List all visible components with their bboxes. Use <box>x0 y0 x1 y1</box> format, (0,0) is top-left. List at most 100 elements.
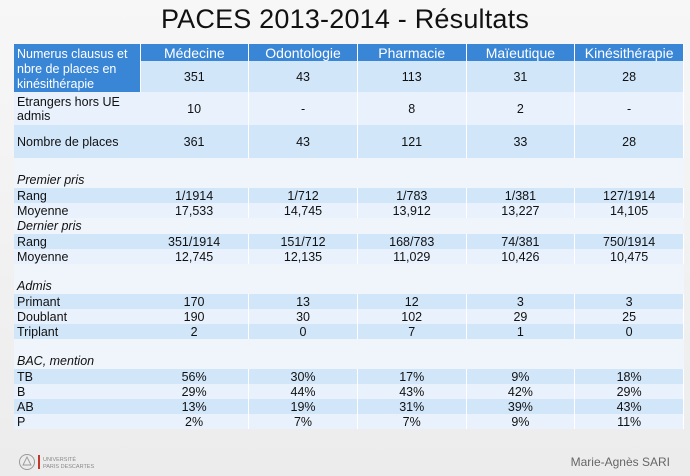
table-row: Triplant 2 0 7 1 0 <box>14 324 684 339</box>
cell: 7% <box>248 414 358 429</box>
numerus-clausus-label: Numerus clausus et nbre de places en kin… <box>14 44 141 92</box>
cell: 29 <box>466 309 576 324</box>
cell: - <box>574 92 684 125</box>
cell: 12,745 <box>140 249 250 264</box>
cell: 31% <box>357 399 467 414</box>
cell: 3 <box>574 294 684 309</box>
cell: 11% <box>574 414 684 429</box>
cell: 8 <box>357 92 467 125</box>
row-label-places: Nombre de places <box>14 125 140 158</box>
cell: 43 <box>248 125 358 158</box>
numerus-value: 43 <box>248 61 358 92</box>
cell: 2% <box>140 414 250 429</box>
university-logo: UNIVERSITÉ PARIS DESCARTES <box>19 454 94 470</box>
row-label-p: P <box>14 414 140 429</box>
cell: 28 <box>574 125 684 158</box>
row-label-triplant: Triplant <box>14 324 140 339</box>
cell: 10 <box>140 92 250 125</box>
row-label-rang: Rang <box>14 234 140 249</box>
spacer <box>14 264 684 278</box>
cell: 168/783 <box>357 234 467 249</box>
results-table: Numerus clausus et nbre de places en kin… <box>14 44 684 429</box>
cell: 17% <box>357 369 467 384</box>
cell: 56% <box>140 369 250 384</box>
numerus-value: 351 <box>140 61 250 92</box>
logo-bar-icon <box>38 455 40 469</box>
table-row: B 29% 44% 43% 42% 29% <box>14 384 684 399</box>
section-title-dernier: Dernier pris <box>14 218 684 234</box>
cell: 170 <box>140 294 250 309</box>
cell: 14,745 <box>248 203 358 218</box>
cell: 13% <box>140 399 250 414</box>
cell: 9% <box>466 414 576 429</box>
row-label-b: B <box>14 384 140 399</box>
cell: 29% <box>574 384 684 399</box>
cell: 11,029 <box>357 249 467 264</box>
cell: 151/712 <box>248 234 358 249</box>
cell: 12 <box>357 294 467 309</box>
cell: 14,105 <box>574 203 684 218</box>
logo-seal-icon <box>19 454 35 470</box>
row-label-moyenne: Moyenne <box>14 203 140 218</box>
cell: 33 <box>466 125 576 158</box>
cell: 42% <box>466 384 576 399</box>
cell: 29% <box>140 384 250 399</box>
row-label-rang: Rang <box>14 188 140 203</box>
cell: 351/1914 <box>140 234 250 249</box>
row-label-doublant: Doublant <box>14 309 140 324</box>
section-title-bac: BAC, mention <box>14 353 684 369</box>
cell: 12,135 <box>248 249 358 264</box>
numerus-value: 28 <box>574 61 684 92</box>
table-row: TB 56% 30% 17% 9% 18% <box>14 369 684 384</box>
author-name: Marie-Agnès SARI <box>570 455 670 469</box>
cell: 1 <box>466 324 576 339</box>
cell: 7 <box>357 324 467 339</box>
logo-mark-icon <box>22 455 32 466</box>
row-label-primant: Primant <box>14 294 140 309</box>
cell: 43% <box>574 399 684 414</box>
cell: 39% <box>466 399 576 414</box>
row-label-etrangers: Etrangers hors UE admis <box>14 92 140 125</box>
cell: 361 <box>140 125 250 158</box>
column-header-pharmacie: Pharmacie <box>357 44 467 62</box>
cell: 18% <box>574 369 684 384</box>
cell: 7% <box>357 414 467 429</box>
cell: 3 <box>466 294 576 309</box>
cell: 19% <box>248 399 358 414</box>
cell: 1/712 <box>248 188 358 203</box>
logo-text-line1: UNIVERSITÉ <box>43 456 76 463</box>
table-row: Moyenne 12,745 12,135 11,029 10,426 10,4… <box>14 249 684 264</box>
spacer <box>14 158 684 172</box>
table-row: Rang 1/1914 1/712 1/783 1/381 127/1914 <box>14 188 684 203</box>
cell: 127/1914 <box>574 188 684 203</box>
cell: 0 <box>574 324 684 339</box>
numerus-value: 113 <box>357 61 467 92</box>
cell: 2 <box>140 324 250 339</box>
cell: 1/381 <box>466 188 576 203</box>
cell: 102 <box>357 309 467 324</box>
cell: 750/1914 <box>574 234 684 249</box>
spacer <box>14 339 684 353</box>
cell: 30 <box>248 309 358 324</box>
cell: 10,426 <box>466 249 576 264</box>
cell: 190 <box>140 309 250 324</box>
cell: 1/783 <box>357 188 467 203</box>
cell: 44% <box>248 384 358 399</box>
section-title-admis: Admis <box>14 278 684 294</box>
cell: 13,912 <box>357 203 467 218</box>
cell: 74/381 <box>466 234 576 249</box>
table-row: Etrangers hors UE admis 10 - 8 2 - <box>14 92 684 125</box>
section-title-premier: Premier pris <box>14 172 684 188</box>
column-header-medecine: Médecine <box>140 44 250 62</box>
row-label-ab: AB <box>14 399 140 414</box>
column-header-kinesitherapie: Kinésithérapie <box>574 44 684 62</box>
cell: 13,227 <box>466 203 576 218</box>
table-row: Rang 351/1914 151/712 168/783 74/381 750… <box>14 234 684 249</box>
table-row: Nombre de places 361 43 121 33 28 <box>14 125 684 158</box>
cell: 121 <box>357 125 467 158</box>
table-row: Doublant 190 30 102 29 25 <box>14 309 684 324</box>
cell: 2 <box>466 92 576 125</box>
cell: 17,533 <box>140 203 250 218</box>
cell: - <box>248 92 358 125</box>
